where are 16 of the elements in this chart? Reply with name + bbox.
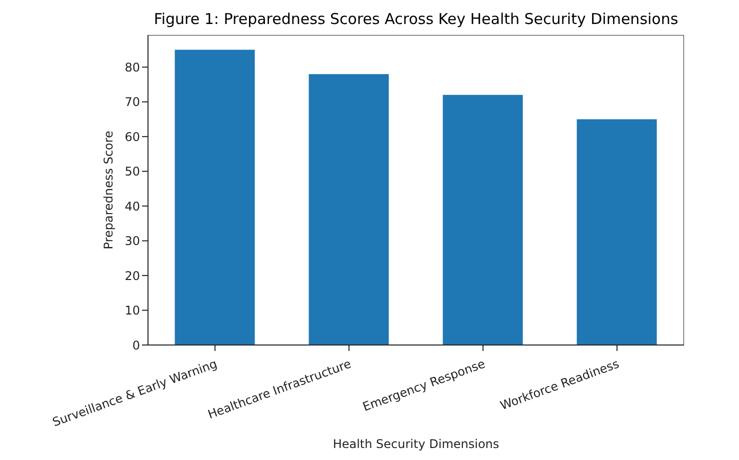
x-axis-title: Health Security Dimensions <box>332 437 500 451</box>
chart-title: Figure 1: Preparedness Scores Across Key Health Security Dimensions <box>154 10 678 28</box>
bar <box>174 50 255 345</box>
y-tick-label: 50 <box>124 164 140 179</box>
y-tick-label: 10 <box>124 304 140 318</box>
bar <box>442 94 523 345</box>
bar <box>576 119 657 345</box>
y-tick-label: 70 <box>124 95 140 110</box>
y-axis-title: Preparedness Score <box>101 130 116 250</box>
y-tick-label: 0 <box>132 338 140 352</box>
y-tick-label: 80 <box>124 60 140 74</box>
y-tick-label: 60 <box>124 130 140 144</box>
y-tick-label: 40 <box>124 199 140 214</box>
y-tick-label: 20 <box>124 268 140 283</box>
bar <box>308 74 389 345</box>
y-tick-label: 30 <box>124 234 140 248</box>
